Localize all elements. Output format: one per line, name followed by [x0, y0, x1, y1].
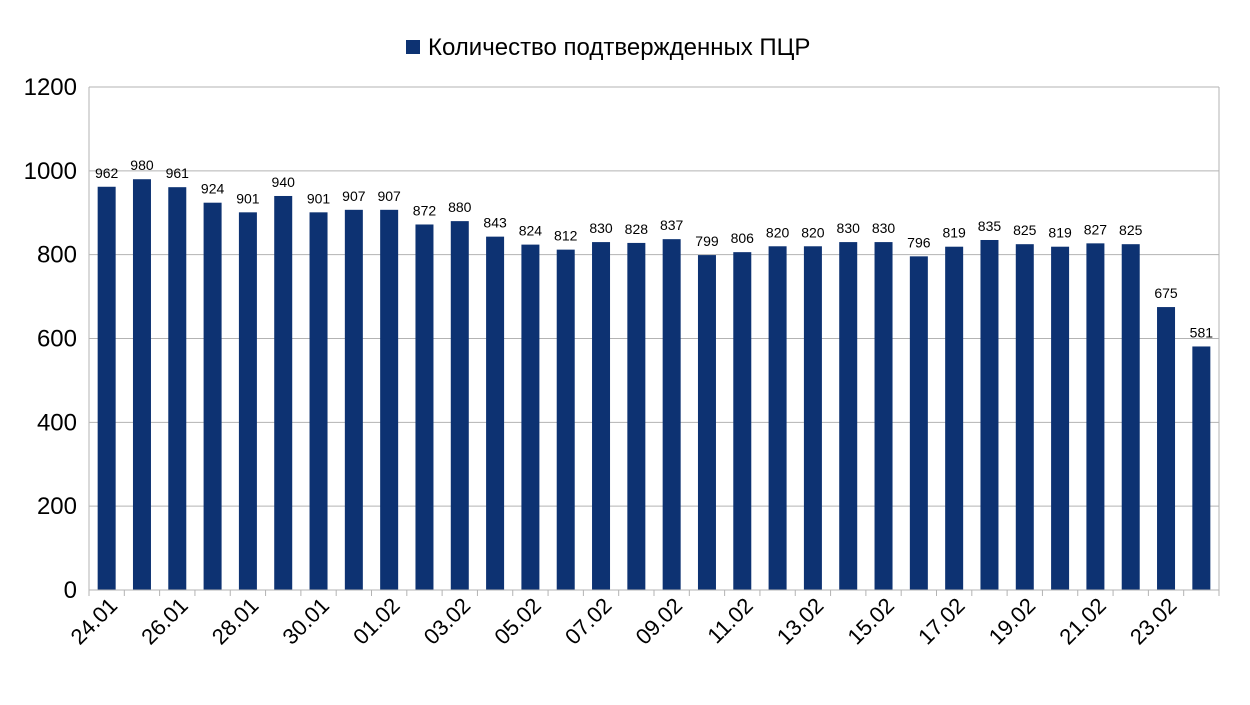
bar	[203, 202, 222, 590]
data-label: 824	[519, 223, 543, 239]
bar	[521, 244, 540, 590]
bar	[1157, 307, 1176, 590]
x-tick-label: 17.02	[913, 593, 970, 650]
y-tick-label: 800	[37, 242, 77, 269]
data-label: 581	[1190, 324, 1214, 340]
x-tick-label: 09.02	[631, 593, 688, 650]
x-tick-label: 01.02	[348, 593, 405, 650]
bar	[1121, 244, 1140, 590]
bar	[556, 249, 575, 591]
bar	[733, 252, 752, 590]
data-label: 872	[413, 202, 437, 218]
data-label: 675	[1154, 285, 1178, 301]
bar	[592, 242, 611, 590]
data-labels: 962 980 961 924 901 940 901 907 907 872 880 843 824 8…	[95, 157, 1213, 340]
y-tick-label: 1000	[24, 158, 77, 185]
x-tick-label: 05.02	[489, 593, 546, 650]
data-label: 820	[801, 224, 825, 240]
bar	[274, 195, 293, 590]
data-label: 980	[130, 157, 154, 173]
data-label: 901	[236, 190, 260, 206]
x-axis-ticks: 24.01 26.01 28.01 30.01 01.02 03.02 05.02 07.02…	[66, 590, 1220, 650]
data-label: 962	[95, 165, 119, 181]
data-label: 907	[342, 188, 366, 204]
y-tick-label: 200	[37, 493, 77, 520]
x-tick-label: 03.02	[419, 593, 476, 650]
data-label: 830	[589, 220, 613, 236]
data-label: 835	[978, 218, 1002, 234]
data-label: 825	[1119, 222, 1143, 238]
x-tick-label: 30.01	[277, 593, 334, 650]
data-label: 837	[660, 217, 684, 233]
data-label: 843	[483, 215, 507, 231]
bar	[309, 212, 328, 591]
bar	[768, 246, 787, 591]
data-label: 796	[907, 234, 931, 250]
x-tick-label: 13.02	[772, 593, 829, 650]
data-label: 812	[554, 228, 578, 244]
data-label: 806	[731, 230, 755, 246]
bar	[450, 221, 469, 590]
bar	[238, 212, 257, 591]
data-label: 827	[1084, 221, 1108, 237]
bar	[909, 256, 928, 590]
data-label: 924	[201, 181, 225, 197]
bar	[1015, 244, 1034, 590]
bar	[803, 246, 822, 591]
bar	[168, 187, 187, 590]
legend-swatch	[406, 40, 420, 54]
bar	[486, 236, 505, 590]
legend-label: Количество подтвержденных ПЦР	[428, 34, 810, 61]
data-label: 819	[942, 225, 966, 241]
bar	[697, 255, 716, 591]
x-tick-label: 26.01	[136, 593, 193, 650]
data-label: 907	[377, 188, 401, 204]
x-tick-label: 11.02	[702, 593, 757, 648]
y-tick-label: 0	[64, 577, 77, 604]
x-tick-label: 15.02	[842, 593, 899, 650]
bar	[1086, 243, 1105, 590]
bar	[945, 246, 964, 590]
data-label: 880	[448, 199, 472, 215]
bar	[839, 242, 858, 590]
data-label: 901	[307, 190, 331, 206]
bars	[97, 179, 1211, 591]
data-label: 940	[272, 174, 296, 190]
data-label: 961	[166, 165, 190, 181]
bar	[874, 242, 893, 590]
bar	[627, 242, 646, 590]
x-tick-label: 23.02	[1125, 593, 1182, 650]
x-tick-label: 07.02	[560, 593, 617, 650]
legend: Количество подтвержденных ПЦР	[406, 34, 810, 61]
data-label: 820	[766, 224, 790, 240]
data-label: 799	[695, 233, 719, 249]
data-label: 830	[837, 220, 861, 236]
bar	[132, 179, 151, 590]
gridlines	[89, 86, 1219, 591]
bar	[1051, 246, 1070, 590]
x-tick-label: 21.02	[1054, 593, 1111, 650]
x-tick-label: 28.01	[207, 593, 264, 650]
bar	[380, 209, 399, 590]
bar	[662, 239, 681, 590]
y-axis-ticks: 0 200 400 600 800 1000 1200	[24, 74, 77, 604]
y-tick-label: 600	[37, 326, 77, 353]
bar	[344, 209, 363, 590]
data-label: 830	[872, 220, 896, 236]
data-label: 825	[1013, 222, 1037, 238]
data-label: 819	[1048, 225, 1072, 241]
x-tick-label: 19.02	[984, 593, 1041, 650]
y-tick-label: 1200	[24, 74, 77, 101]
bar	[980, 239, 999, 590]
bar	[1192, 346, 1211, 590]
y-tick-label: 400	[37, 409, 77, 436]
data-label: 828	[625, 221, 649, 237]
bar	[97, 186, 116, 591]
bar	[415, 224, 434, 590]
